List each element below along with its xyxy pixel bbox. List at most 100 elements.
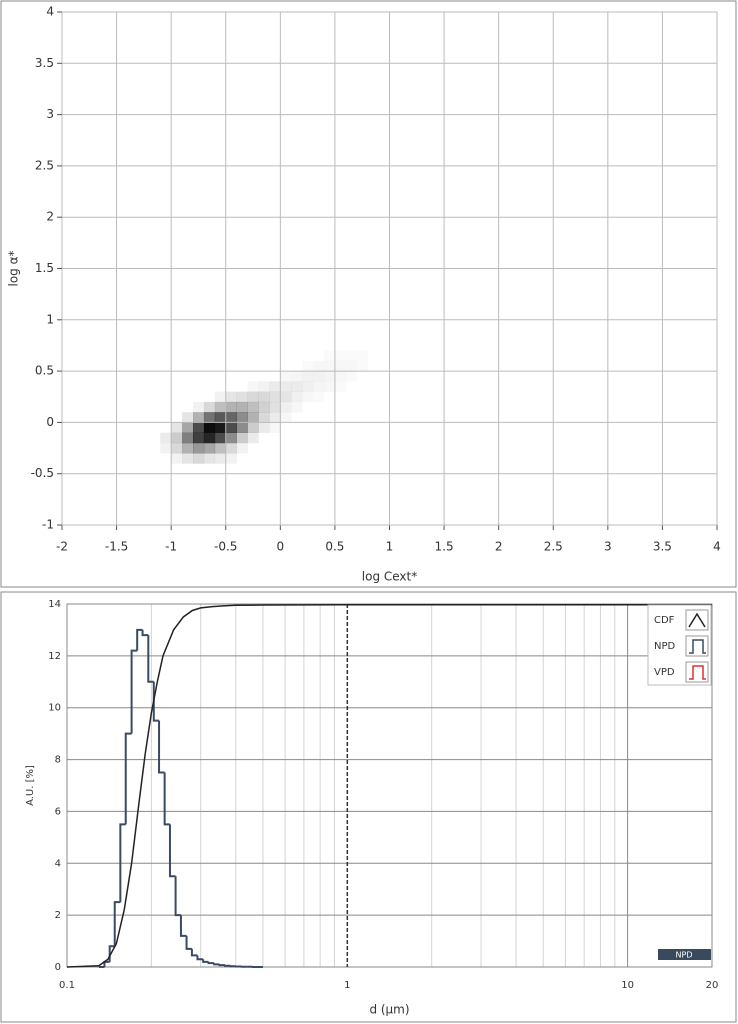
heat-cell	[193, 442, 205, 454]
heat-cell	[160, 453, 171, 464]
histogram-step	[207, 961, 215, 965]
heat-cell	[204, 361, 215, 372]
heat-cell	[160, 402, 171, 413]
x-tick-label: -1.5	[105, 540, 128, 554]
heat-cell	[160, 412, 171, 423]
heat-cell	[324, 433, 335, 444]
heat-cell	[226, 361, 237, 372]
heat-cell	[171, 432, 183, 444]
heat-cell	[236, 391, 248, 403]
y-tick-label: 4	[55, 858, 61, 869]
heat-cell	[247, 412, 259, 423]
heat-cell	[236, 422, 248, 433]
heat-cell	[346, 361, 357, 372]
heat-cell	[203, 422, 216, 433]
heat-cell	[247, 391, 259, 403]
histogram-step	[113, 901, 121, 947]
heat-cell	[171, 453, 183, 464]
heat-cell	[346, 453, 357, 464]
y-tick-label: 4	[46, 5, 54, 19]
legend-icon	[688, 612, 706, 628]
heat-cell	[335, 412, 346, 423]
heat-cell	[346, 351, 357, 362]
heat-cell	[335, 371, 346, 382]
heat-cell	[269, 433, 280, 444]
heat-cell	[313, 433, 324, 444]
histogram-step	[158, 720, 165, 774]
heat-cell	[193, 381, 204, 392]
histogram-step	[174, 876, 181, 917]
y-tick-label: 3	[46, 107, 54, 121]
histogram-step	[190, 948, 198, 957]
heat-cell	[236, 432, 248, 444]
x-tick-label: 3.5	[653, 540, 672, 554]
x-tick-label: 1	[386, 540, 394, 554]
heat-cell	[280, 371, 291, 382]
heat-cell	[237, 381, 248, 392]
heat-cell	[313, 422, 324, 433]
heat-cell	[280, 381, 292, 392]
histogram-step	[124, 732, 132, 825]
histogram-step	[147, 635, 154, 683]
heat-cell	[346, 392, 357, 403]
heat-cell	[225, 432, 237, 444]
heat-cell	[291, 422, 302, 433]
heat-cell	[248, 443, 259, 454]
heat-cell	[259, 371, 270, 382]
heat-cell	[237, 351, 248, 362]
x-tick-label: 0.5	[325, 540, 344, 554]
heat-cell	[291, 412, 302, 423]
heat-cell	[269, 391, 281, 403]
x-tick-label: 0.1	[59, 980, 75, 991]
heat-cell	[291, 351, 302, 362]
heat-cell	[346, 371, 357, 382]
heat-cell	[160, 422, 171, 433]
legend-label: NPD	[654, 641, 676, 652]
heat-cell	[182, 392, 193, 403]
heat-cell	[324, 371, 336, 382]
x-tick-label: 2	[495, 540, 503, 554]
heat-cell	[214, 432, 227, 444]
heat-cell	[280, 351, 291, 362]
y-tick-label: 0.5	[35, 364, 54, 378]
heat-cell	[280, 433, 291, 444]
heat-cell	[269, 361, 280, 372]
heat-cell	[182, 361, 193, 372]
heat-cell	[280, 453, 291, 464]
heat-cell	[302, 351, 313, 362]
heat-cell	[247, 422, 259, 433]
heat-cell	[302, 443, 313, 454]
heat-cell	[259, 361, 270, 372]
heat-cell	[182, 442, 194, 454]
heat-cell	[193, 422, 205, 433]
heat-cell	[269, 453, 280, 464]
x-tick-label: 4	[713, 540, 721, 554]
heat-cell	[237, 453, 248, 464]
heat-cell	[269, 422, 280, 433]
heat-cell	[225, 453, 237, 464]
heat-cell	[346, 402, 357, 413]
heat-cell	[346, 381, 357, 392]
heat-cell	[269, 443, 280, 454]
heat-cell	[357, 371, 368, 382]
heat-cell	[160, 442, 172, 454]
heat-cell	[193, 392, 204, 403]
heat-cell	[203, 432, 216, 444]
y-tick-label: 0	[46, 415, 54, 429]
heat-cell	[313, 361, 324, 372]
cdf-line	[66, 604, 712, 968]
histogram-step	[202, 959, 209, 963]
heat-cell	[160, 351, 171, 362]
heat-cell	[302, 402, 313, 413]
histogram-step	[213, 963, 220, 966]
heat-cell	[280, 412, 291, 423]
heat-cell	[269, 351, 280, 362]
heat-cell	[302, 361, 313, 372]
heat-cell	[204, 381, 215, 392]
y-tick-label: 0	[55, 962, 61, 973]
heat-cell	[346, 443, 357, 454]
heat-cell	[280, 361, 291, 372]
heat-cell	[236, 442, 248, 454]
histogram-step	[168, 824, 176, 878]
heat-cell	[335, 392, 346, 403]
